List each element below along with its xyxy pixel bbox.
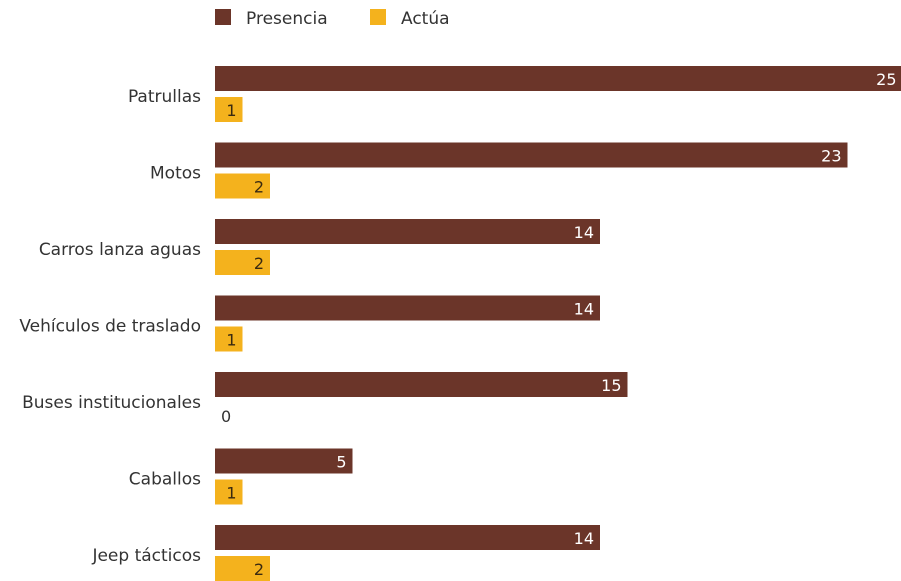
- bar-actua: [215, 173, 270, 199]
- bar-presencia: [215, 219, 600, 244]
- bar-actua: [215, 556, 270, 581]
- data-label: 15: [601, 376, 621, 395]
- legend-item-0: Presencia: [215, 9, 328, 29]
- legend: Presencia Actúa: [215, 9, 450, 29]
- bar-actua: [215, 326, 243, 352]
- data-label: 1: [226, 101, 236, 120]
- data-label: 2: [254, 178, 264, 197]
- category-label: Caballos: [129, 470, 201, 490]
- bar-actua: [215, 479, 243, 505]
- data-label: 14: [574, 529, 594, 548]
- bar-presencia: [215, 142, 848, 168]
- bar-actua: [215, 250, 270, 275]
- data-label: 0: [221, 407, 231, 426]
- data-label: 5: [336, 453, 346, 472]
- data-label: 1: [226, 331, 236, 350]
- data-label: 25: [876, 70, 896, 89]
- bar-actua: [215, 97, 243, 122]
- bar-presencia: [215, 66, 901, 91]
- bars-group: 25 1 23 2 14 2 14 1 15 0 5 1 14 2: [215, 66, 901, 581]
- legend-label: Actúa: [401, 9, 450, 29]
- category-label: Buses institucionales: [22, 393, 201, 413]
- bar-presencia: [215, 525, 600, 550]
- category-label: Vehículos de traslado: [19, 317, 201, 337]
- legend-swatch: [370, 9, 386, 25]
- bar-presencia: [215, 448, 353, 474]
- data-label: 23: [821, 147, 841, 166]
- category-label: Jeep tácticos: [91, 546, 201, 566]
- category-label: Motos: [150, 164, 201, 184]
- legend-item-1: Actúa: [370, 9, 450, 29]
- category-label: Carros lanza aguas: [39, 240, 201, 260]
- data-label: 14: [574, 300, 594, 319]
- bar-presencia: [215, 372, 628, 397]
- category-label: Patrullas: [128, 87, 201, 107]
- bar-presencia: [215, 295, 600, 321]
- data-label: 14: [574, 223, 594, 242]
- data-label: 2: [254, 560, 264, 579]
- data-label: 1: [226, 484, 236, 503]
- data-label: 2: [254, 254, 264, 273]
- category-labels: Patrullas Motos Carros lanza aguas Vehículo…: [19, 87, 201, 566]
- legend-label: Presencia: [246, 9, 328, 29]
- legend-swatch: [215, 9, 231, 25]
